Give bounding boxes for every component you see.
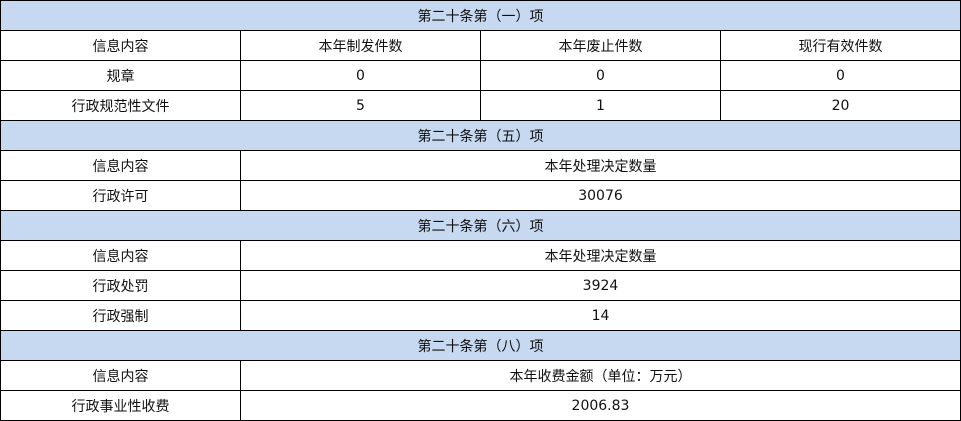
table-row: 行政处罚 3924 (0, 270, 961, 301)
table-row-cell: 行政规范性文件 (0, 90, 241, 121)
column-header-row-cell: 本年收费金额（单位：万元） (240, 360, 961, 391)
column-header-row-cell: 本年处理决定数量 (240, 150, 961, 181)
column-header-row: 信息内容 本年处理决定数量 (0, 240, 961, 271)
table-row-cell: 行政许可 (0, 180, 241, 211)
section-header: 第二十条第（六）项 (0, 210, 961, 241)
section-header: 第二十条第（一）项 (0, 0, 961, 31)
table-row-cell: 20 (720, 90, 961, 121)
column-header-row-cell: 本年处理决定数量 (240, 240, 961, 271)
table-row-cell: 0 (720, 60, 961, 91)
column-header-row: 信息内容 本年收费金额（单位：万元） (0, 360, 961, 391)
table-row-cell: 3924 (240, 270, 961, 301)
section-header-cell: 第二十条第（五）项 (0, 120, 961, 151)
table-row-cell: 行政处罚 (0, 270, 241, 301)
table-row-cell: 0 (240, 60, 481, 91)
table-row-cell: 2006.83 (240, 390, 961, 421)
column-header-row-cell: 信息内容 (0, 30, 241, 61)
column-header-row-cell: 本年废止件数 (480, 30, 721, 61)
table-row: 行政许可 30076 (0, 180, 961, 211)
table-row-cell: 5 (240, 90, 481, 121)
column-header-row-cell: 信息内容 (0, 360, 241, 391)
table-row: 行政强制 14 (0, 300, 961, 331)
table-row: 行政事业性收费 2006.83 (0, 390, 961, 421)
section-header-cell: 第二十条第（八）项 (0, 330, 961, 361)
table-row-cell: 14 (240, 300, 961, 331)
table-row-cell: 30076 (240, 180, 961, 211)
table-row-cell: 1 (480, 90, 721, 121)
table-row: 行政规范性文件 5 1 20 (0, 90, 961, 121)
section-header-cell: 第二十条第（六）项 (0, 210, 961, 241)
table-row-cell: 行政强制 (0, 300, 241, 331)
section-header-cell: 第二十条第（一）项 (0, 0, 961, 31)
section-header: 第二十条第（五）项 (0, 120, 961, 151)
table-row: 规章 0 0 0 (0, 60, 961, 91)
section-header: 第二十条第（八）项 (0, 330, 961, 361)
column-header-row-cell: 本年制发件数 (240, 30, 481, 61)
column-header-row-cell: 信息内容 (0, 150, 241, 181)
table-row-cell: 0 (480, 60, 721, 91)
column-header-row: 信息内容 本年制发件数 本年废止件数 现行有效件数 (0, 30, 961, 61)
table-row-cell: 规章 (0, 60, 241, 91)
table-row-cell: 行政事业性收费 (0, 390, 241, 421)
column-header-row-cell: 现行有效件数 (720, 30, 961, 61)
column-header-row-cell: 信息内容 (0, 240, 241, 271)
column-header-row: 信息内容 本年处理决定数量 (0, 150, 961, 181)
